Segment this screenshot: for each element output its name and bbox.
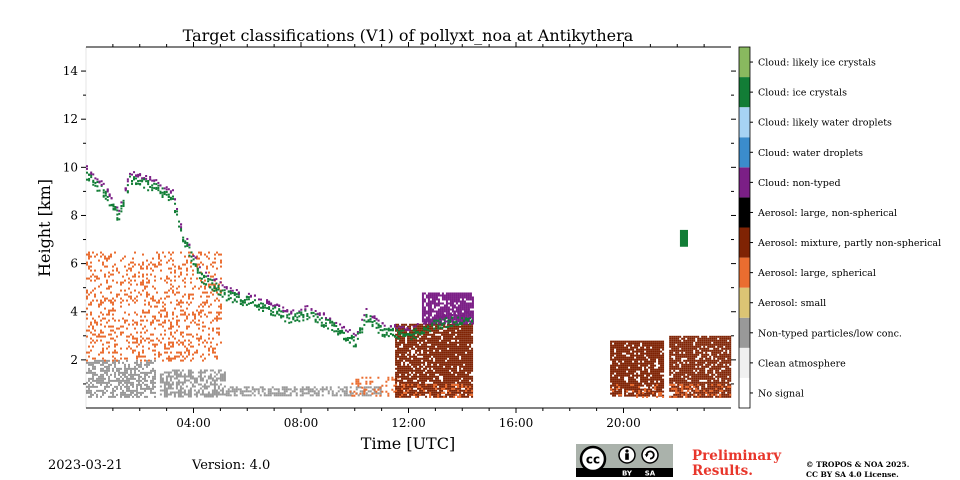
version-label: Version: 4.0 — [192, 458, 271, 473]
y-tick-label: 6 — [70, 257, 78, 271]
colorbar-swatch — [739, 77, 750, 108]
colorbar: No signal Clean atmosphere Non-typed parti… — [738, 46, 941, 409]
colorbar-label: Aerosol: large, non-spherical — [757, 208, 897, 219]
colorbar-frame — [738, 46, 751, 409]
copyright-line-1: © TROPOS & NOA 2025. — [806, 460, 910, 469]
x-tick-label: 04:00 — [176, 416, 211, 430]
classification-region — [225, 386, 382, 397]
colorbar-swatch — [739, 377, 750, 408]
classification-region — [610, 383, 665, 398]
y-tick-label: 10 — [63, 160, 78, 174]
colorbar-swatch — [739, 317, 750, 348]
chart-title: Target classifications (V1) of pollyxt_n… — [183, 26, 634, 45]
colorbar-label: Aerosol: large, spherical — [757, 268, 876, 279]
y-tick-label: 8 — [70, 208, 78, 222]
high-cloud — [679, 229, 688, 247]
colorbar-swatch — [739, 47, 750, 78]
colorbar-swatch — [739, 197, 750, 228]
colorbar-swatch — [739, 137, 750, 168]
colorbar-swatch — [739, 257, 750, 288]
colorbar-swatch — [739, 347, 750, 378]
classification-region — [86, 359, 156, 398]
by-label: BY — [622, 470, 633, 478]
copyright-notice: © TROPOS & NOA 2025. CC BY SA 4.0 Licens… — [806, 460, 909, 480]
preliminary-line-2: Results. — [692, 463, 753, 479]
colorbar-label: Aerosol: small — [757, 298, 826, 309]
x-tick-label: 12:00 — [391, 416, 426, 430]
colorbar-label: No signal — [758, 388, 804, 399]
colorbar-swatch — [739, 227, 750, 258]
preliminary-line-1: Preliminary — [692, 448, 782, 464]
y-tick-label: 12 — [63, 112, 78, 126]
colorbar-label: Cloud: ice crystals — [758, 88, 847, 99]
colorbar-label: Aerosol: mixture, partly non-spherical — [757, 238, 941, 249]
x-tick-label: 08:00 — [284, 416, 319, 430]
preliminary-results-label: Preliminary Results. — [692, 449, 781, 479]
colorbar-label: Cloud: likely water droplets — [758, 118, 892, 129]
y-tick-label: 4 — [70, 305, 78, 319]
cc-icon — [579, 445, 607, 473]
x-axis-label: Time [UTC] — [361, 434, 455, 453]
classification-region — [669, 335, 732, 398]
colorbar-label: Cloud: water droplets — [758, 148, 863, 159]
classification-region — [86, 251, 222, 362]
colorbar-swatch — [739, 107, 750, 138]
date-label: 2023-03-21 — [48, 458, 123, 473]
colorbar-swatch — [739, 167, 750, 198]
y-axis-label: Height [km] — [35, 179, 54, 277]
plot-area: 04:00 08:00 12:00 16:00 20:00 2 4 6 8 10 12 14 — [63, 42, 736, 430]
x-tick-label: 16:00 — [499, 416, 534, 430]
colorbar-label: Cloud: non-typed — [758, 178, 841, 189]
colorbar-label: Non-typed particles/low conc. — [758, 328, 902, 339]
classification-region — [610, 340, 665, 397]
classification-region — [159, 369, 226, 398]
colorbar-swatch — [739, 287, 750, 318]
classification-region — [395, 383, 474, 398]
classification-region — [669, 383, 732, 398]
sa-share-alike-icon — [641, 446, 659, 464]
colorbar-label: Cloud: likely ice crystals — [758, 58, 876, 69]
y-tick-label: 2 — [70, 353, 78, 367]
cc-icon-label: cc — [586, 453, 600, 467]
sa-label: SA — [645, 470, 656, 478]
cloud-layer — [86, 165, 474, 348]
colorbar-label: Clean atmosphere — [758, 358, 846, 369]
copyright-line-2: CC BY SA 4.0 License. — [806, 470, 899, 479]
cc-license-badge[interactable]: cc BY SA — [576, 444, 673, 477]
y-tick-label: 14 — [63, 64, 79, 78]
x-tick-label: 20:00 — [606, 416, 641, 430]
